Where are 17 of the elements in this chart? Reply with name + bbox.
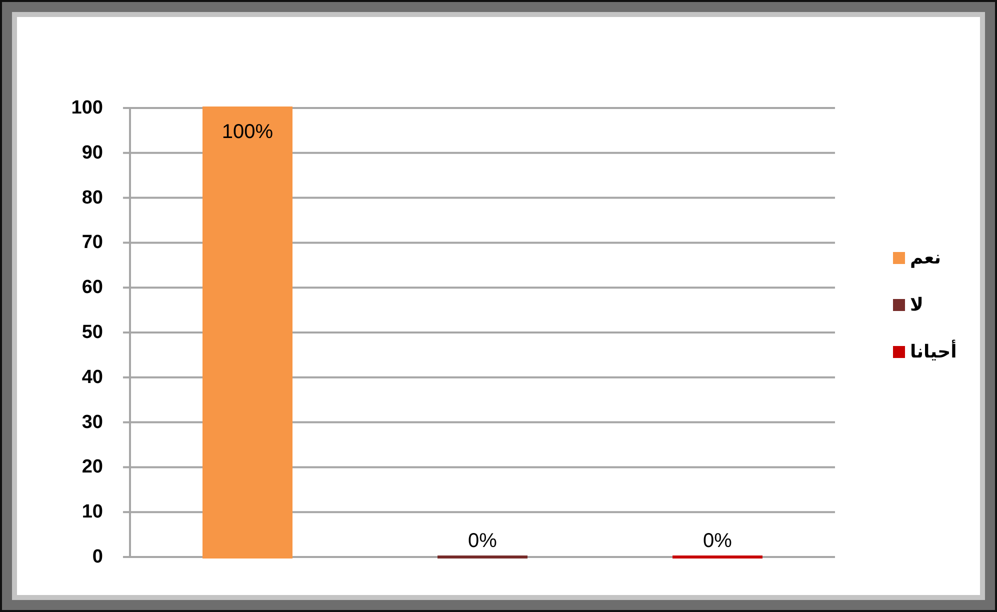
- ytick-label: 10: [82, 502, 103, 523]
- data-label: 100%: [222, 121, 274, 143]
- ytick-label: 20: [82, 456, 103, 478]
- legend-label: أحيانا: [910, 342, 957, 362]
- ytick-label: 90: [82, 142, 103, 164]
- legend-label: لا: [910, 294, 924, 316]
- data-label: 0%: [703, 530, 732, 552]
- ytick-label: 0: [92, 546, 103, 568]
- ytick-label: 80: [82, 187, 103, 208]
- data-label: 0%: [468, 530, 497, 552]
- ytick-label: 100: [71, 98, 103, 118]
- ytick-label: 40: [82, 366, 103, 388]
- legend-label: نعم: [910, 248, 942, 268]
- ytick-label: 70: [82, 232, 103, 254]
- ytick-label: 30: [82, 412, 103, 433]
- ytick-label: 50: [82, 322, 103, 343]
- ytick-label: 60: [82, 277, 103, 298]
